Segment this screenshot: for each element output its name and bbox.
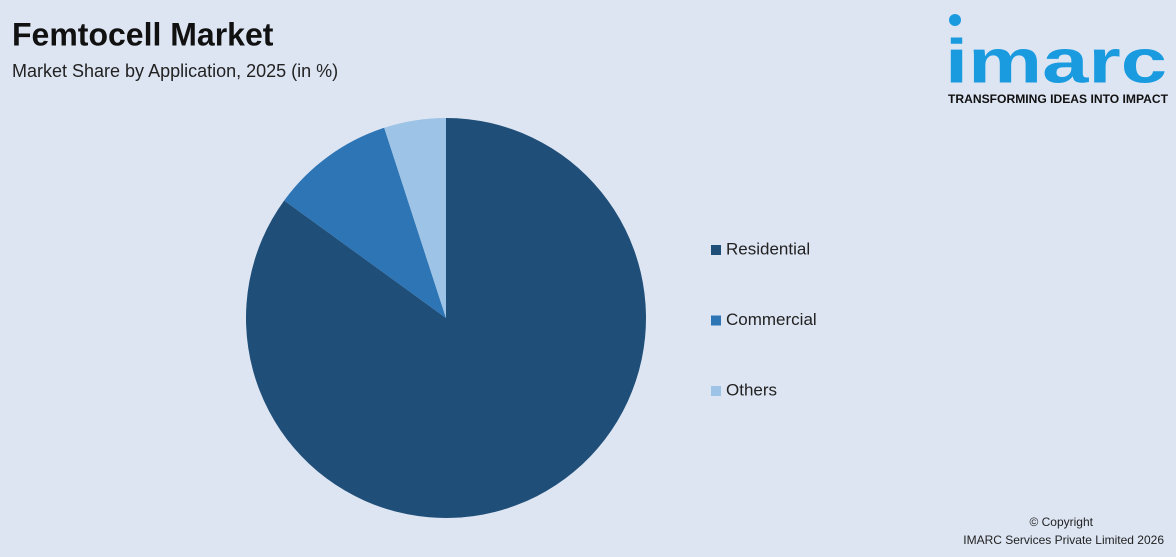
legend-swatch bbox=[711, 386, 721, 396]
legend-swatch bbox=[711, 245, 721, 255]
copyright: © Copyright bbox=[1029, 515, 1093, 529]
pie-slice bbox=[245, 118, 646, 518]
legend-swatch bbox=[711, 315, 721, 326]
pie-slice bbox=[284, 127, 446, 318]
logo: imarc bbox=[945, 27, 1167, 96]
pie-slice bbox=[384, 118, 446, 318]
legend-label: Residential bbox=[726, 239, 810, 258]
copyright: IMARC Services Private Limited 2026 bbox=[963, 533, 1164, 547]
chart-title: Femtocell Market bbox=[12, 16, 274, 52]
chart-subtitle: Market Share by Application, 2025 (in %) bbox=[12, 61, 338, 81]
legend-label: Commercial bbox=[726, 310, 817, 329]
logo-tagline: TRANSFORMING IDEAS INTO IMPACT bbox=[948, 94, 1168, 106]
logo-dot bbox=[949, 14, 961, 26]
legend-label: Others bbox=[726, 380, 777, 399]
